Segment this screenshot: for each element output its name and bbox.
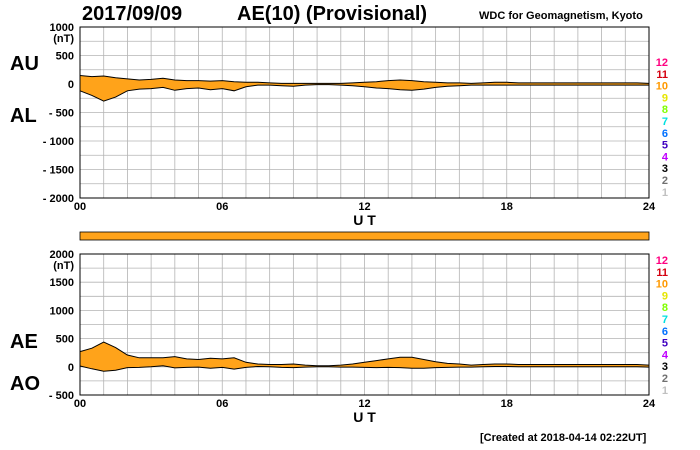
plot-frame xyxy=(79,26,650,199)
divider-bar xyxy=(79,231,650,241)
series-line-ae xyxy=(79,341,650,367)
station-count-label: 11 xyxy=(656,69,668,81)
y-tick-label: 1000 xyxy=(50,22,74,34)
x-tick-label: 00 xyxy=(74,201,86,213)
station-count-label: 5 xyxy=(662,338,668,350)
station-count-label: 4 xyxy=(662,349,669,361)
plot-frame xyxy=(79,253,650,396)
y-tick-label: 0 xyxy=(68,362,74,374)
y-tick-label: 500 xyxy=(56,51,74,63)
unit-label: (nT) xyxy=(53,33,74,45)
station-count-label: 8 xyxy=(662,302,668,314)
y-tick-label: - 500 xyxy=(49,390,74,402)
chart-date: 2017/09/09 xyxy=(82,3,183,25)
station-count-label: 3 xyxy=(662,163,668,175)
y-tick-label: 0 xyxy=(68,79,74,91)
station-count-label: 2 xyxy=(662,373,668,385)
y-tick-label: - 500 xyxy=(49,108,74,120)
x-tick-label: 12 xyxy=(358,398,370,410)
unit-label: (nT) xyxy=(53,260,74,272)
station-count-label: 7 xyxy=(662,116,668,128)
station-count-label: 12 xyxy=(656,255,668,267)
x-tick-label: 24 xyxy=(643,398,656,410)
y-tick-label: 1500 xyxy=(50,277,74,289)
station-count-label: 11 xyxy=(656,267,668,279)
chart-title: AE(10) (Provisional) xyxy=(237,3,428,25)
station-count-label: 6 xyxy=(662,326,668,338)
station-count-label: 4 xyxy=(662,151,669,163)
station-count-label: 7 xyxy=(662,314,668,326)
x-tick-label: 06 xyxy=(216,201,228,213)
station-count-label: 12 xyxy=(656,57,668,69)
x-tick-label: 18 xyxy=(501,398,513,410)
y-tick-label: - 1500 xyxy=(43,165,74,177)
panel-label-ao: AO xyxy=(10,373,40,395)
station-count-label: 3 xyxy=(662,361,668,373)
series-line-ao xyxy=(79,365,650,372)
station-count-label: 10 xyxy=(656,279,668,291)
x-tick-label: 12 xyxy=(358,201,370,213)
created-timestamp: [Created at 2018-04-14 02:22UT] xyxy=(480,432,647,444)
series-line-au xyxy=(79,75,650,84)
station-count-label: 10 xyxy=(656,81,668,93)
panel-label-ae: AE xyxy=(10,331,38,353)
panel-label-au: AU xyxy=(10,53,39,75)
data-source: WDC for Geomagnetism, Kyoto xyxy=(479,10,643,22)
y-tick-label: - 1000 xyxy=(43,136,74,148)
y-tick-label: 1000 xyxy=(50,305,74,317)
x-axis-label: U T xyxy=(353,212,376,228)
station-count-label: 9 xyxy=(662,92,668,104)
y-tick-label: 500 xyxy=(56,334,74,346)
station-count-label: 9 xyxy=(662,290,668,302)
y-tick-label: - 2000 xyxy=(43,193,74,205)
station-count-label: 6 xyxy=(662,128,668,140)
x-tick-label: 00 xyxy=(74,398,86,410)
station-count-label: 8 xyxy=(662,104,668,116)
station-count-label: 5 xyxy=(662,140,668,152)
panel-label-al: AL xyxy=(10,105,37,127)
station-count-label: 1 xyxy=(662,187,668,199)
series-band-ae-ao xyxy=(80,342,649,372)
x-tick-label: 06 xyxy=(216,398,228,410)
station-count-label: 2 xyxy=(662,175,668,187)
series-line-al xyxy=(79,84,649,102)
x-axis-label: U T xyxy=(353,409,376,425)
y-tick-label: 2000 xyxy=(50,249,74,261)
x-tick-label: 24 xyxy=(643,201,656,213)
x-tick-label: 18 xyxy=(501,201,513,213)
series-band-au-al xyxy=(80,75,649,102)
station-count-label: 1 xyxy=(662,385,668,397)
